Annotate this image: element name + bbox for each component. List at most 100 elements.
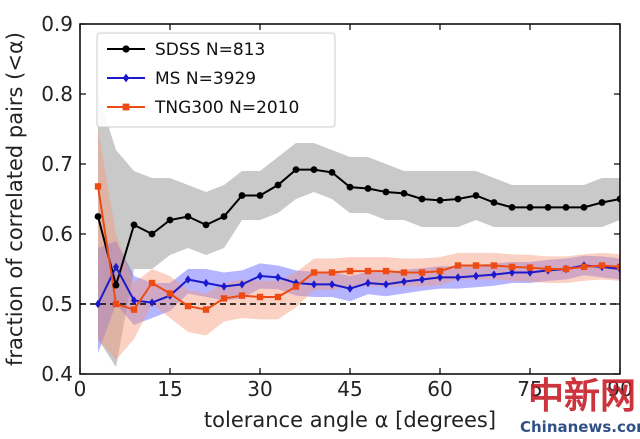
point-sdss-n-813 — [508, 204, 516, 211]
point-sdss-n-813 — [418, 195, 426, 203]
band-sdss-n-813 — [98, 94, 620, 367]
y-axis-label: fraction of correlated pairs (<α) — [3, 32, 27, 366]
point-tng300-n-2010 — [220, 295, 228, 302]
point-ms-n-3929 — [329, 280, 335, 289]
legend-label-ms-n-3929: MS N=3929 — [155, 69, 256, 89]
y-tick-label: 0.9 — [41, 12, 73, 36]
point-ms-n-3929 — [113, 262, 119, 272]
point-ms-n-3929 — [185, 275, 191, 284]
x-tick-label: 60 — [427, 377, 452, 401]
point-sdss-n-813 — [400, 190, 408, 197]
point-tng300-n-2010 — [364, 267, 372, 275]
point-sdss-n-813 — [436, 197, 444, 204]
point-ms-n-3929 — [221, 282, 227, 291]
point-tng300-n-2010 — [616, 263, 620, 271]
point-ms-n-3929 — [509, 268, 515, 277]
point-ms-n-3929 — [455, 273, 461, 282]
point-tng300-n-2010 — [400, 269, 408, 276]
point-tng300-n-2010 — [472, 262, 480, 269]
y-tick-label: 0.6 — [41, 222, 73, 246]
point-tng300-n-2010 — [544, 265, 552, 273]
point-ms-n-3929 — [131, 296, 137, 305]
point-ms-n-3929 — [239, 280, 245, 289]
point-sdss-n-813 — [256, 192, 264, 199]
x-axis-label: tolerance angle α [degrees] — [204, 408, 496, 432]
x-tick-label: 90 — [607, 377, 632, 401]
x-tick-label: 30 — [247, 377, 272, 401]
point-ms-n-3929 — [149, 298, 155, 307]
band-tng300-n-2010 — [98, 129, 620, 360]
point-tng300-n-2010 — [184, 302, 192, 310]
legend-box — [96, 32, 336, 128]
point-tng300-n-2010 — [436, 267, 444, 275]
axis-tick-labels: 0 15 30 45 60 75 90 0.4 0.5 0.6 0.7 0.8 0.9 — [41, 12, 633, 401]
point-ms-n-3929 — [419, 275, 425, 284]
point-sdss-n-813 — [526, 204, 534, 211]
point-tng300-n-2010 — [328, 269, 336, 276]
point-ms-n-3929 — [257, 271, 263, 281]
y-tick-label: 0.5 — [41, 292, 73, 316]
confidence-bands — [98, 94, 620, 367]
point-ms-n-3929 — [491, 270, 497, 279]
series-markers — [94, 166, 620, 313]
watermark-site: Chinanews.com — [520, 418, 640, 436]
point-sdss-n-813 — [346, 183, 354, 191]
point-tng300-n-2010 — [256, 293, 264, 301]
point-tng300-n-2010 — [292, 283, 300, 290]
point-sdss-n-813 — [472, 192, 480, 199]
point-ms-n-3929 — [473, 271, 479, 281]
point-tng300-n-2010 — [346, 267, 354, 275]
legend-label-tng300-n-2010: TNG300 N=2010 — [154, 98, 299, 118]
point-ms-n-3929 — [401, 277, 407, 286]
point-sdss-n-813 — [364, 185, 372, 192]
point-ms-n-3929 — [95, 299, 101, 309]
point-tng300-n-2010 — [508, 263, 516, 271]
point-ms-n-3929 — [275, 273, 281, 282]
point-sdss-n-813 — [166, 216, 174, 224]
legend-marker-sdss-n-813 — [122, 45, 130, 53]
point-sdss-n-813 — [274, 181, 282, 189]
point-sdss-n-813 — [184, 213, 192, 220]
band-ms-n-3929 — [98, 241, 620, 353]
legend: SDSS N=813 MS N=3929 TNG300 N=2010 — [96, 32, 336, 128]
y-tick-label: 0.7 — [41, 152, 73, 176]
point-sdss-n-813 — [148, 230, 156, 238]
point-sdss-n-813 — [220, 213, 228, 220]
point-sdss-n-813 — [490, 199, 498, 206]
legend-marker-tng300-n-2010 — [122, 103, 130, 111]
point-ms-n-3929 — [383, 280, 389, 289]
point-ms-n-3929 — [365, 278, 371, 288]
legend-label-sdss-n-813: SDSS N=813 — [155, 40, 265, 60]
point-tng300-n-2010 — [562, 265, 570, 273]
point-tng300-n-2010 — [310, 269, 318, 276]
y-tick-label: 0.8 — [41, 82, 73, 106]
point-tng300-n-2010 — [526, 264, 534, 271]
point-sdss-n-813 — [544, 204, 552, 211]
x-tick-label: 45 — [337, 377, 362, 401]
point-sdss-n-813 — [310, 166, 318, 174]
point-sdss-n-813 — [130, 221, 138, 229]
point-ms-n-3929 — [437, 273, 443, 282]
axis-ticks — [79, 23, 621, 375]
point-sdss-n-813 — [562, 204, 570, 211]
point-tng300-n-2010 — [112, 300, 120, 308]
point-tng300-n-2010 — [130, 306, 138, 313]
line-ms-n-3929 — [97, 264, 620, 305]
point-sdss-n-813 — [580, 204, 588, 211]
point-tng300-n-2010 — [274, 293, 282, 301]
point-ms-n-3929 — [347, 284, 353, 293]
point-tng300-n-2010 — [238, 292, 246, 299]
point-sdss-n-813 — [382, 188, 390, 196]
point-sdss-n-813 — [328, 169, 336, 176]
point-sdss-n-813 — [202, 221, 210, 229]
point-tng300-n-2010 — [94, 183, 102, 190]
point-sdss-n-813 — [238, 192, 246, 199]
x-tick-label: 0 — [74, 377, 87, 401]
point-tng300-n-2010 — [148, 279, 156, 287]
x-tick-label: 15 — [157, 377, 182, 401]
point-sdss-n-813 — [94, 213, 102, 220]
point-tng300-n-2010 — [418, 269, 426, 276]
point-ms-n-3929 — [203, 278, 209, 288]
watermark-logo: 中新网 — [528, 375, 636, 417]
